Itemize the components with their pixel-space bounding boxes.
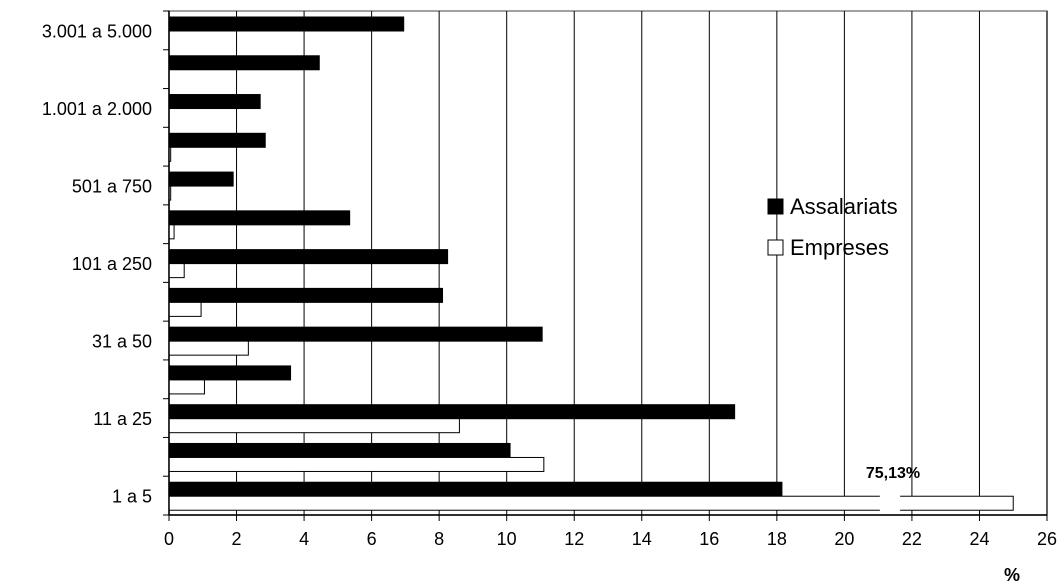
bar-empreses-3 [168, 379, 205, 395]
axis-break-gap [879, 495, 901, 512]
bar-assalariats-12 [168, 16, 405, 32]
x-tick-label-26: 26 [1037, 529, 1057, 549]
legend-label-assalariats: Assalariats [790, 194, 898, 219]
bar-assalariats-7 [168, 210, 351, 226]
legend-swatch-empreses [767, 239, 784, 256]
bar-empreses-6 [168, 263, 185, 279]
x-tick-label-10: 10 [497, 529, 517, 549]
bar-empreses-2 [168, 418, 460, 434]
bar-assalariats-4 [168, 326, 543, 342]
x-tick-label-4: 4 [299, 529, 309, 549]
y-tick-label-4: 31 a 50 [92, 332, 152, 352]
x-tick-label-12: 12 [564, 529, 584, 549]
bars [168, 16, 1014, 512]
bar-empreses-1 [168, 456, 545, 472]
x-tick-label-6: 6 [367, 529, 377, 549]
y-tick-label-2: 11 a 25 [93, 409, 152, 429]
bar-assalariats-5 [168, 287, 444, 303]
bar-assalariats-11 [168, 55, 320, 71]
x-tick-label-8: 8 [434, 529, 444, 549]
y-tick-label-0: 1 a 5 [112, 487, 152, 507]
y-tick-label-6: 101 a 250 [72, 254, 152, 274]
legend-label-empreses: Empreses [790, 235, 889, 260]
legend: Assalariats Empreses [767, 194, 898, 260]
x-tick-label-2: 2 [232, 529, 242, 549]
x-tick-label-24: 24 [969, 529, 989, 549]
bar-assalariats-8 [168, 171, 234, 187]
bar-assalariats-0 [168, 481, 783, 497]
y-axis-ticks: 1 a 5 11 a 25 31 a 50 101 a 250 501 a 750 1.0… [42, 10, 169, 516]
x-tick-label-20: 20 [834, 529, 854, 549]
annotation-0: 75,13% [866, 465, 920, 482]
bar-assalariats-1 [168, 442, 511, 458]
x-tick-label-18: 18 [767, 529, 787, 549]
x-tick-label-16: 16 [699, 529, 719, 549]
bar-empreses-4 [168, 340, 249, 356]
bar-empreses-5 [168, 301, 202, 317]
bar-assalariats-2 [168, 404, 736, 420]
bar-assalariats-3 [168, 365, 292, 381]
annotations: 75,13% [866, 465, 920, 482]
bar-assalariats-10 [168, 94, 261, 110]
bar-empreses-7 [168, 224, 175, 240]
y-tick-label-12: 3.001 a 5.000 [42, 21, 152, 41]
bar-assalariats-9 [168, 132, 266, 148]
x-tick-label-14: 14 [632, 529, 652, 549]
y-tick-label-10: 1.001 a 2.000 [42, 99, 152, 119]
y-tick-label-8: 501 a 750 [72, 176, 152, 196]
axes [168, 11, 1047, 516]
bar-assalariats-6 [168, 249, 449, 265]
x-axis-label: % [1004, 565, 1020, 585]
x-axis-ticks: 0 2 4 6 8 10 12 14 16 18 20 22 24 26 [164, 515, 1057, 549]
x-tick-label-22: 22 [902, 529, 922, 549]
x-tick-label-0: 0 [164, 529, 174, 549]
legend-swatch-assalariats [767, 198, 784, 215]
